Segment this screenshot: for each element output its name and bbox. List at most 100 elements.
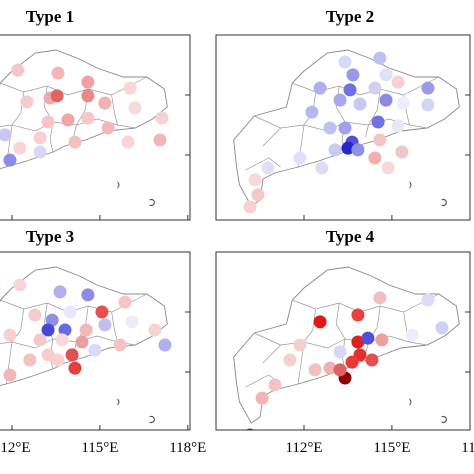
station [255, 391, 269, 405]
station [3, 368, 17, 382]
station [13, 141, 27, 155]
station [28, 308, 42, 322]
station [75, 335, 89, 349]
x-tick-label: 112°E [0, 440, 31, 456]
panel-frame [215, 251, 471, 431]
station [0, 128, 12, 142]
station [55, 333, 69, 347]
x-tick-label: 118°E [169, 440, 206, 456]
boundary [73, 305, 89, 355]
station [351, 335, 365, 349]
station [158, 338, 172, 352]
x-tick-label: 118°E [461, 440, 474, 456]
map-panel: Type 1 [0, 7, 191, 221]
station [283, 353, 297, 367]
boundary [245, 157, 281, 171]
station [33, 131, 47, 145]
station [20, 95, 34, 109]
station [379, 68, 393, 82]
station [261, 161, 275, 175]
station [323, 121, 337, 135]
island [409, 181, 412, 189]
station [101, 121, 115, 135]
station [268, 378, 282, 392]
station [118, 295, 132, 309]
station [391, 75, 405, 89]
map-area [0, 266, 172, 424]
station [81, 111, 95, 125]
station [343, 83, 357, 97]
boundary [5, 91, 25, 168]
station [396, 96, 410, 110]
coastline [0, 266, 168, 387]
station [61, 113, 75, 127]
station [351, 308, 365, 322]
station [313, 81, 327, 95]
station [313, 315, 327, 329]
island [149, 198, 155, 207]
station [153, 133, 167, 147]
island [441, 198, 447, 207]
island [409, 398, 412, 406]
station [51, 66, 65, 80]
station [315, 161, 329, 175]
station [323, 361, 337, 375]
station [121, 135, 135, 149]
station [65, 348, 79, 362]
station [41, 115, 55, 129]
station [368, 81, 382, 95]
station [81, 89, 95, 103]
station [243, 200, 257, 214]
station [305, 105, 319, 119]
station [155, 111, 169, 125]
station [365, 353, 379, 367]
island [149, 415, 155, 424]
station [95, 305, 109, 319]
station [51, 353, 65, 367]
panel-title: Type 1 [26, 7, 74, 26]
boundary [262, 127, 281, 147]
island [117, 181, 120, 189]
station [79, 323, 93, 337]
panel-title: Type 3 [26, 227, 74, 246]
coastline [233, 266, 460, 424]
station [98, 318, 112, 332]
coastline [233, 49, 460, 207]
boundary [262, 344, 281, 364]
station [351, 143, 365, 157]
station [341, 141, 355, 155]
panel-title: Type 2 [326, 7, 374, 26]
station [81, 75, 95, 89]
station [421, 293, 435, 307]
station [148, 323, 162, 337]
station [338, 121, 352, 135]
station [41, 323, 55, 337]
station [125, 315, 139, 329]
station [293, 151, 307, 165]
station [98, 96, 112, 110]
map-panel: Type 3 112°E 115°E 118°E [0, 227, 206, 456]
boundary [111, 94, 118, 126]
station [361, 331, 375, 345]
station [3, 328, 17, 342]
station [333, 363, 347, 377]
station [353, 97, 367, 111]
station [373, 133, 387, 147]
station [421, 98, 435, 112]
station [123, 81, 137, 95]
station [13, 278, 27, 292]
x-tick-label: 115°E [373, 440, 410, 456]
panel-frame [0, 34, 191, 221]
station [41, 348, 55, 362]
station [373, 51, 387, 65]
coastline [0, 49, 168, 170]
station [435, 321, 449, 335]
station [421, 81, 435, 95]
station [45, 313, 59, 327]
boundary [292, 293, 439, 313]
station [375, 333, 389, 347]
station [405, 328, 419, 342]
station [333, 345, 347, 359]
x-tick-label: 112°E [285, 440, 322, 456]
